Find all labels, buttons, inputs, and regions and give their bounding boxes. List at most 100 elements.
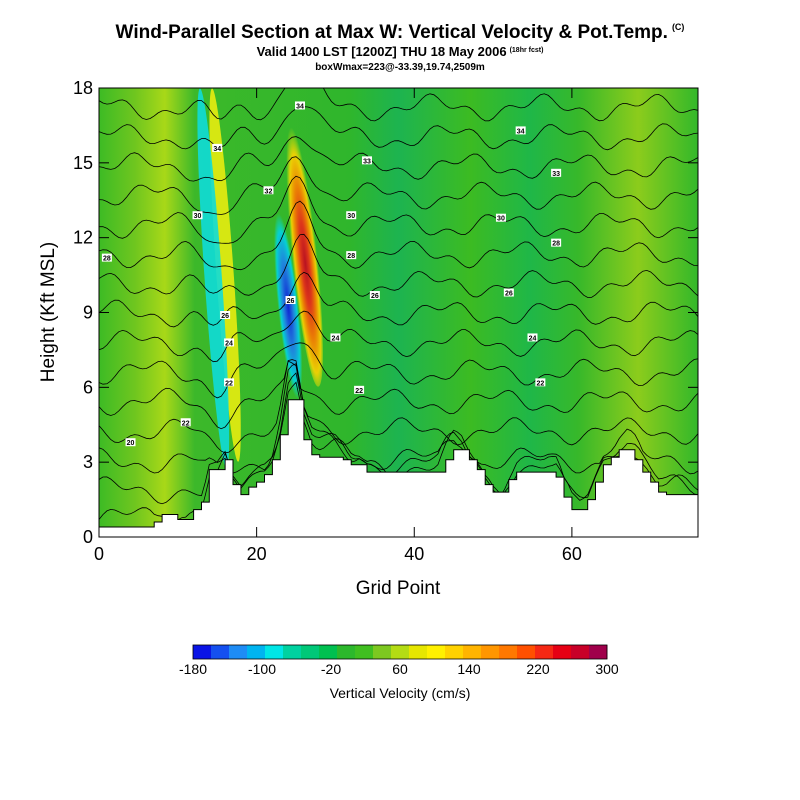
plot-area: 34 34 34 33 33 32 30 30 30 28 28 28 26 26 26 26 24 24 24 22… <box>99 88 698 537</box>
x-tick-label: 20 <box>247 544 267 564</box>
contour-label: 24 <box>330 333 341 342</box>
theta-contour-30 <box>99 175 698 244</box>
contour-label: 32 <box>263 186 274 195</box>
contour-label-box <box>551 238 562 247</box>
contour-label-text: 26 <box>221 313 229 320</box>
colorbar-label: Vertical Velocity (cm/s) <box>330 685 471 701</box>
contour-label-box <box>527 333 538 342</box>
colorbar-swatch <box>265 645 284 659</box>
contour-label-box <box>125 438 136 447</box>
terrain <box>99 399 698 537</box>
contour-label: 24 <box>527 333 538 342</box>
chart-subtitle-mark: (18hr fcst) <box>509 47 544 54</box>
velocity-feature-4 <box>197 88 230 470</box>
colorbar-tick-label: -100 <box>248 661 276 677</box>
contour-label: 33 <box>361 156 372 165</box>
y-axis-label: Height (Kft MSL) <box>38 242 59 382</box>
colorbar-swatch <box>247 645 266 659</box>
x-axis-label: Grid Point <box>356 578 441 599</box>
contour-label-box <box>515 126 526 135</box>
colorbar-frame <box>192 644 608 660</box>
contour-label-box <box>220 310 231 319</box>
contour-label-text: 28 <box>103 256 111 263</box>
contour-label-box <box>346 251 357 260</box>
colorbar-tick-label: 220 <box>526 661 550 677</box>
contour-label-text: 28 <box>552 241 560 248</box>
contour-label: 34 <box>515 126 526 135</box>
contour-label-text: 24 <box>529 335 537 342</box>
contour-label-box <box>212 143 223 152</box>
contour-label-text: 34 <box>517 128 525 135</box>
theta-contour-22 <box>99 363 698 475</box>
colorbar-swatch <box>409 645 428 659</box>
theta-contour-25 <box>99 342 698 399</box>
contour-label: 26 <box>285 296 296 305</box>
contour-label-box <box>330 333 341 342</box>
contour-label: 22 <box>354 385 365 395</box>
theta-contour-21 <box>99 372 698 505</box>
contour-label-box <box>192 211 203 220</box>
y-tick-label: 18 <box>73 78 93 98</box>
theta-contour-24 <box>99 360 698 430</box>
contour-label: 28 <box>346 251 357 260</box>
chart-title-text: Wind-Parallel Section at Max W: Vertical… <box>115 22 668 43</box>
colorbar-swatch <box>445 645 464 659</box>
contour-label-box <box>551 168 562 177</box>
contour-label: 20 <box>125 438 136 447</box>
contour-label-text: 24 <box>225 340 233 347</box>
contour-label-text: 30 <box>194 213 202 220</box>
contour-label: 34 <box>294 101 305 110</box>
y-tick-label: 12 <box>73 228 93 248</box>
contour-label-box <box>361 156 372 165</box>
y-tick-label: 3 <box>83 452 93 472</box>
theta-contour-27 <box>99 271 698 328</box>
colorbar-swatch <box>373 645 392 659</box>
contour-label-box <box>180 418 191 427</box>
colorbar-swatch <box>553 645 572 659</box>
contour-label-box <box>495 213 506 222</box>
theta-contour-32 <box>99 136 698 182</box>
contour-label-box <box>354 385 365 394</box>
contour-label-box <box>369 291 380 300</box>
contour-label-text: 32 <box>265 188 273 195</box>
contour-label-text: 26 <box>287 298 295 305</box>
contour-label-text: 28 <box>347 253 355 260</box>
contour-label-text: 26 <box>505 291 513 298</box>
contour-label-text: 22 <box>355 388 363 395</box>
chart-subtitle: Valid 1400 LST [1200Z] THU 18 May 2006 (1… <box>0 44 800 59</box>
colorbar-swatch <box>535 645 554 659</box>
theta-contour-33 <box>99 106 698 151</box>
contour-label-text: 20 <box>127 440 135 447</box>
x-tick-label: 40 <box>404 544 424 564</box>
colorbar-swatch <box>481 645 500 659</box>
contour-label: 24 <box>224 338 235 347</box>
contour-label-text: 33 <box>363 158 371 165</box>
contour-label: 30 <box>346 211 357 220</box>
colorbar-swatch <box>463 645 482 659</box>
colorbar-swatch <box>301 645 320 659</box>
contour-label-text: 33 <box>552 171 560 178</box>
velocity-feature-3 <box>209 88 241 462</box>
contour-label-box <box>263 186 274 195</box>
contour-label-box <box>101 253 112 262</box>
theta-contour-29 <box>99 200 698 271</box>
contour-label-box <box>503 288 514 297</box>
colorbar-swatch <box>283 645 302 659</box>
contour-label: 26 <box>220 310 231 320</box>
contour-label-text: 22 <box>225 380 233 387</box>
theta-contour-31 <box>99 156 698 215</box>
velocity-feature-2 <box>274 213 303 400</box>
contour-label: 22 <box>180 418 191 427</box>
colorbar-swatch <box>571 645 590 659</box>
colorbar-swatch <box>517 645 536 659</box>
y-tick-label: 9 <box>83 303 93 323</box>
chart-subtitle-text: Valid 1400 LST [1200Z] THU 18 May 2006 <box>256 44 507 59</box>
contour-label: 22 <box>224 378 235 387</box>
contour-label: 26 <box>503 288 514 298</box>
x-tick-label: 0 <box>94 544 104 564</box>
contour-label-box <box>294 101 305 110</box>
contour-label-text: 24 <box>332 335 340 342</box>
chart-subtitle-boxwmax: boxWmax=223@-33.39,19.74,2509m <box>315 62 485 73</box>
colorbar-swatch <box>211 645 230 659</box>
